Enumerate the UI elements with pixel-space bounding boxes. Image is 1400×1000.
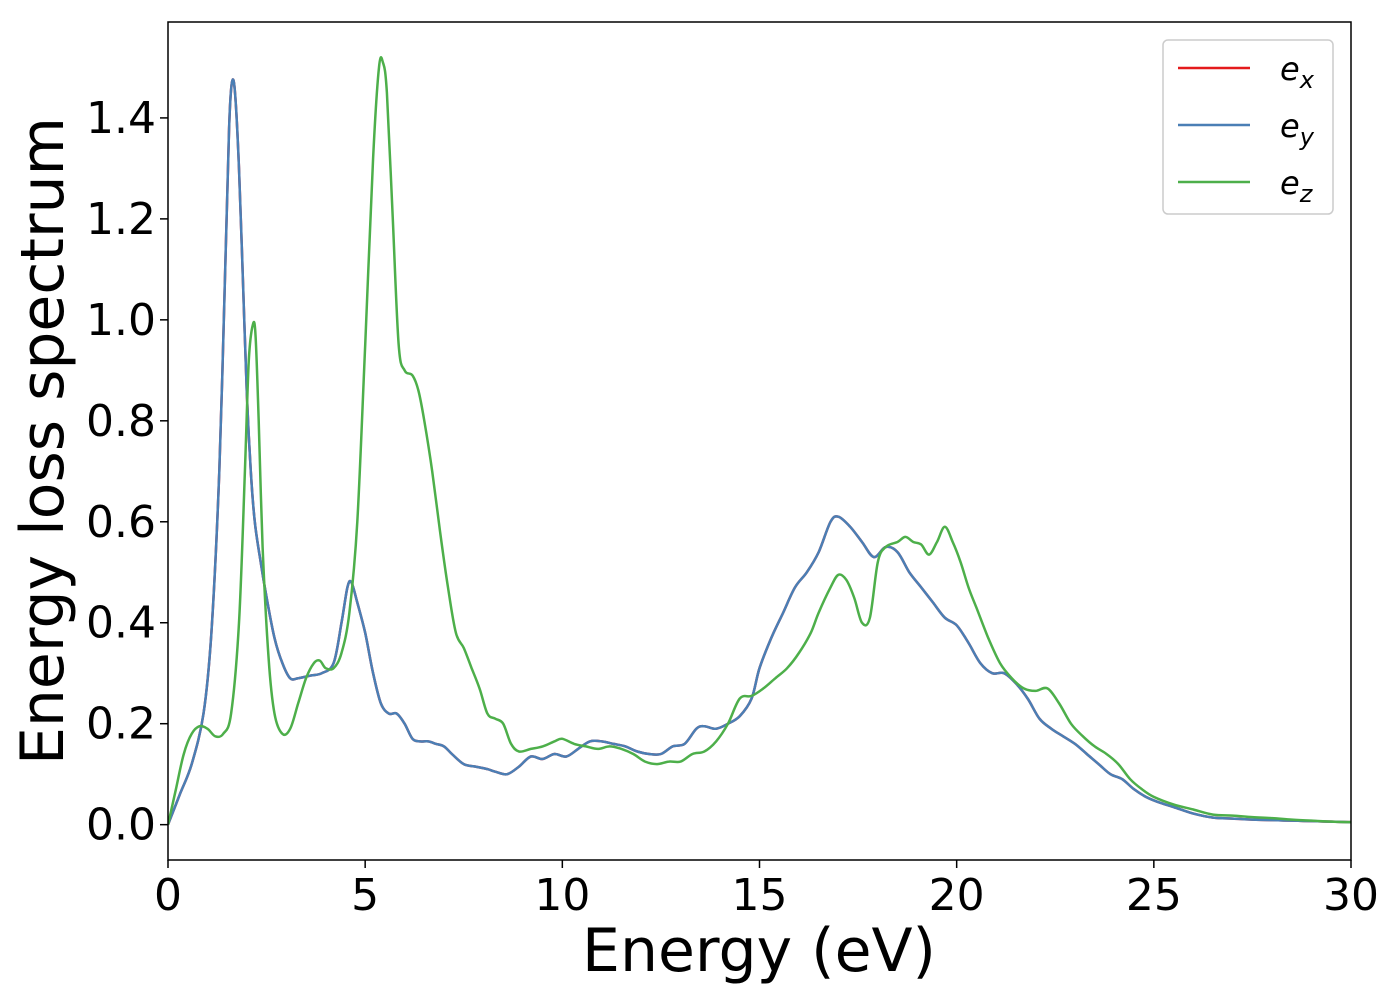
series-layer [168, 56, 1351, 826]
x-tick-label: 5 [351, 870, 379, 921]
x-tick-label: 20 [929, 870, 985, 921]
legend-label-e-z: ez [1280, 164, 1314, 208]
legend: ex ey ez [1162, 39, 1334, 215]
series-line-e-y [168, 78, 1351, 826]
y-tick-label: 0.4 [86, 598, 156, 649]
y-axis-ticks: 0.0 0.2 0.4 0.6 0.8 1.0 1.2 1.4 [86, 93, 168, 851]
x-tick-label: 15 [732, 870, 788, 921]
x-axis-label: Energy (eV) [582, 916, 936, 986]
x-tick-label: 0 [154, 870, 182, 921]
y-tick-label: 0.8 [86, 396, 156, 447]
x-axis-ticks: 0 5 10 15 20 25 30 [154, 860, 1379, 921]
y-tick-label: 1.2 [86, 194, 156, 245]
y-tick-label: 1.0 [86, 295, 156, 346]
x-tick-label: 30 [1323, 870, 1379, 921]
y-tick-label: 0.6 [86, 497, 156, 548]
y-tick-label: 0.0 [86, 800, 156, 851]
y-axis-label: Energy loss spectrum [8, 117, 78, 765]
legend-label-e-y: ey [1280, 107, 1315, 151]
y-tick-label: 0.2 [86, 699, 156, 750]
y-tick-label: 1.4 [86, 93, 156, 144]
x-tick-label: 25 [1126, 870, 1182, 921]
legend-box [1162, 39, 1334, 215]
series-line-e-z [168, 56, 1351, 825]
legend-label-e-x: ex [1280, 50, 1315, 94]
x-tick-label: 10 [534, 870, 590, 921]
